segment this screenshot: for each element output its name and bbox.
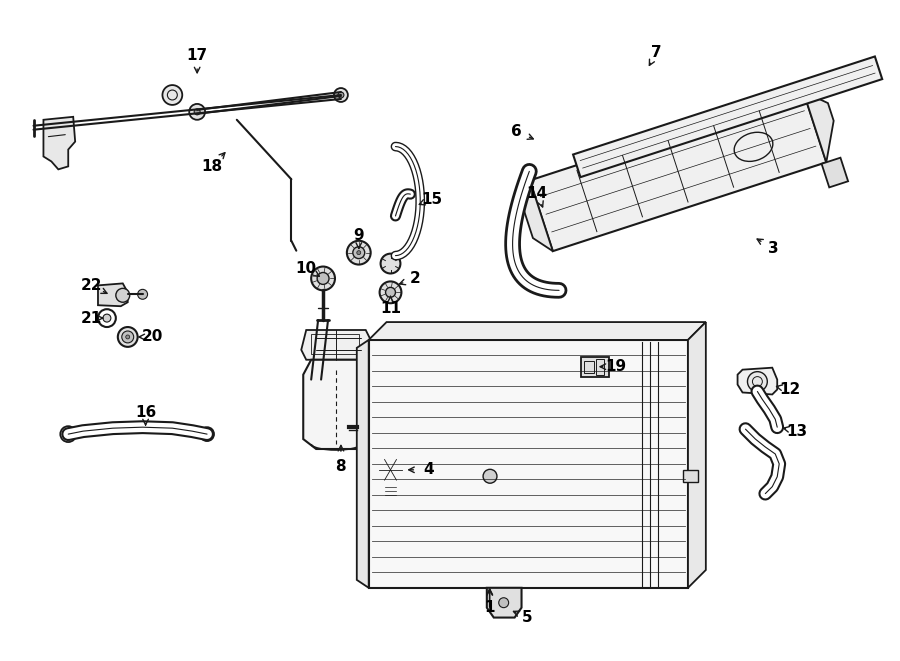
- Circle shape: [483, 469, 497, 483]
- Text: 11: 11: [380, 301, 401, 316]
- Circle shape: [200, 427, 214, 441]
- Text: 15: 15: [421, 192, 443, 207]
- Text: 20: 20: [142, 329, 163, 344]
- Circle shape: [748, 371, 768, 391]
- Text: 14: 14: [526, 186, 548, 201]
- Circle shape: [103, 314, 111, 322]
- Text: 16: 16: [135, 405, 157, 420]
- Text: 19: 19: [605, 359, 626, 374]
- Bar: [584, 361, 594, 373]
- Circle shape: [381, 254, 400, 274]
- Text: 13: 13: [787, 424, 807, 439]
- Text: 6: 6: [511, 124, 522, 139]
- Polygon shape: [369, 322, 706, 340]
- Circle shape: [116, 288, 130, 302]
- Polygon shape: [804, 92, 833, 163]
- Circle shape: [376, 456, 404, 484]
- Circle shape: [162, 85, 183, 105]
- Text: 10: 10: [296, 261, 317, 276]
- Text: 1: 1: [484, 600, 495, 615]
- Circle shape: [382, 462, 399, 478]
- Bar: [596, 359, 604, 375]
- Bar: [683, 471, 698, 483]
- Polygon shape: [530, 92, 826, 251]
- Text: 18: 18: [202, 159, 222, 174]
- Polygon shape: [822, 158, 848, 187]
- Circle shape: [126, 335, 130, 339]
- Polygon shape: [521, 180, 553, 251]
- Circle shape: [138, 290, 148, 299]
- Text: 3: 3: [768, 241, 778, 256]
- Circle shape: [356, 251, 361, 254]
- Circle shape: [346, 241, 371, 264]
- Circle shape: [194, 109, 200, 115]
- Text: 12: 12: [779, 382, 801, 397]
- Polygon shape: [738, 368, 778, 395]
- Polygon shape: [303, 360, 369, 449]
- Circle shape: [122, 331, 134, 343]
- Circle shape: [334, 88, 348, 102]
- Polygon shape: [573, 56, 882, 177]
- Polygon shape: [688, 322, 706, 588]
- Circle shape: [118, 327, 138, 347]
- Circle shape: [499, 598, 508, 607]
- Text: 17: 17: [186, 48, 208, 63]
- Text: 2: 2: [410, 271, 420, 286]
- Circle shape: [353, 247, 364, 258]
- Text: 21: 21: [80, 311, 102, 326]
- Circle shape: [311, 266, 335, 290]
- Polygon shape: [487, 588, 521, 617]
- Polygon shape: [369, 340, 688, 588]
- Text: 7: 7: [651, 45, 661, 60]
- Circle shape: [338, 92, 344, 98]
- Polygon shape: [356, 340, 369, 588]
- Text: 8: 8: [336, 459, 346, 475]
- Circle shape: [317, 272, 329, 284]
- Circle shape: [385, 288, 395, 297]
- Polygon shape: [43, 117, 76, 169]
- Text: 22: 22: [80, 278, 102, 293]
- Polygon shape: [98, 284, 128, 306]
- Bar: [580, 357, 608, 377]
- Text: 4: 4: [423, 462, 434, 477]
- Text: 5: 5: [522, 610, 533, 625]
- Circle shape: [189, 104, 205, 120]
- Bar: [384, 484, 397, 498]
- Polygon shape: [302, 330, 371, 360]
- Circle shape: [60, 426, 76, 442]
- Text: 9: 9: [354, 228, 364, 243]
- Bar: [311, 334, 359, 354]
- Circle shape: [380, 282, 401, 303]
